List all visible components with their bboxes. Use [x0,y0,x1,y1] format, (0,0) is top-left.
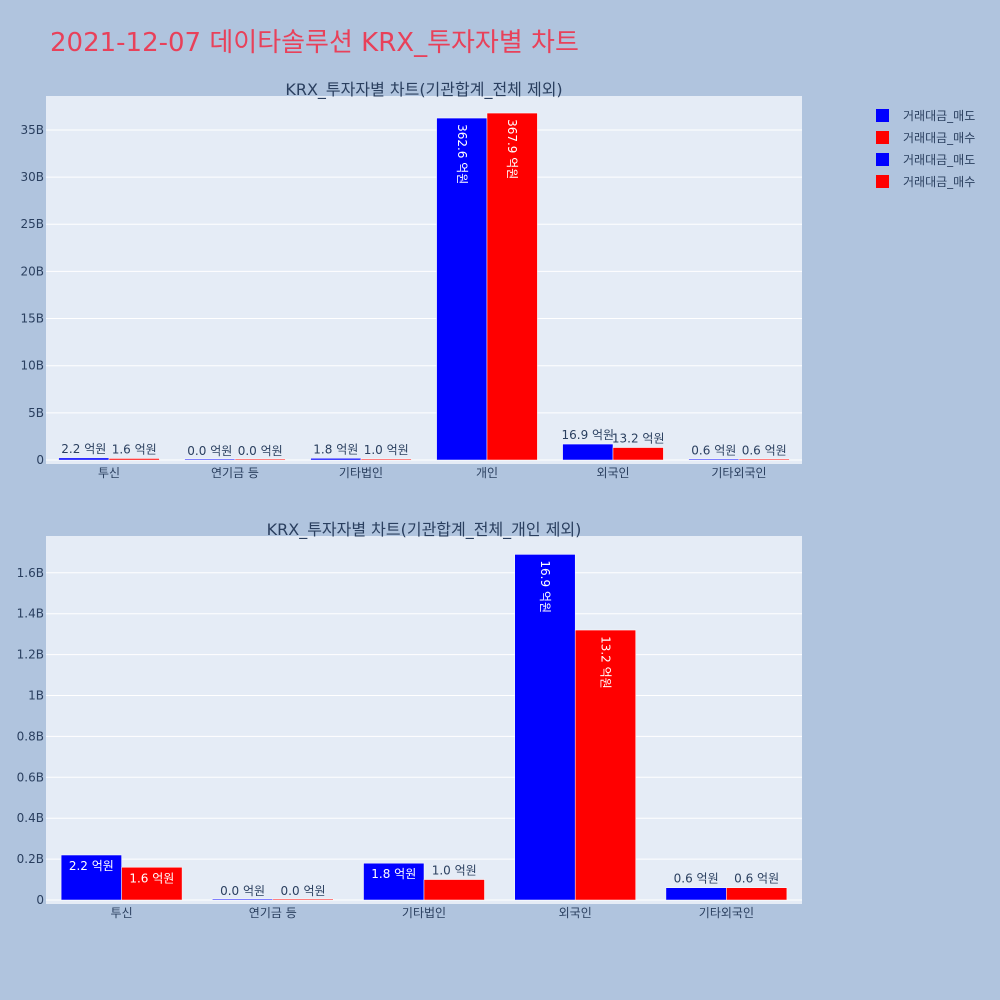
data-label: 0.6 억원 [691,443,736,457]
x-tick-label: 외국인 [559,906,592,920]
x-tick-label: 외국인 [596,466,629,480]
data-label: 2.2 억원 [61,442,106,456]
data-label: 0.0 억원 [238,444,283,458]
bar [58,457,110,461]
x-tick-label: 연기금 등 [211,466,259,480]
legend-swatch-icon [876,108,889,122]
data-label: 2.2 억원 [69,859,114,873]
y-tick-label: 10B [20,359,44,373]
bar [726,887,788,901]
data-label: 13.2 억원 [612,432,665,446]
bar [234,458,286,461]
legend-item[interactable]: 거래대금_매수 [872,126,975,148]
bar [574,629,636,901]
legend-swatch-icon [876,152,889,166]
y-tick-label: 0 [36,453,44,467]
bar [423,879,485,901]
x-tick-label: 기타법인 [339,466,383,480]
data-label: 16.9 억원 [561,428,614,442]
data-label: 367.9 억원 [505,119,519,179]
bar [272,898,334,901]
chart-title: KRX_투자자별 차트(기관합계_전체_개인 제외) [267,520,582,540]
y-tick-label: 1.2B [17,648,44,662]
legend-item[interactable]: 거래대금_매도 [872,104,975,126]
data-label: 0.0 억원 [281,884,326,898]
legend-label: 거래대금_매도 [903,152,976,167]
chart-title: KRX_투자자별 차트(기관합계_전체 제외) [285,80,562,100]
plot-area [46,96,802,464]
data-label: 362.6 억원 [455,124,469,184]
legend[interactable]: 거래대금_매도 거래대금_매수 거래대금_매도 거래대금_매수 [872,104,975,192]
legend-swatch-icon [876,174,889,188]
data-label: 1.6 억원 [129,871,174,885]
bar [363,862,425,901]
y-tick-label: 15B [20,312,44,326]
y-tick-label: 25B [20,217,44,231]
bar [436,117,488,461]
data-label: 0.6 억원 [674,872,719,886]
bar [738,458,790,461]
x-tick-label: 기타외국인 [711,466,766,480]
y-tick-label: 30B [20,170,44,184]
y-tick-label: 5B [28,406,44,420]
page-title: 2021-12-07 데이타솔루션 KRX_투자자별 차트 [50,28,579,58]
y-tick-label: 1B [28,689,44,703]
bar [360,458,412,461]
bar [60,854,122,901]
x-tick-label: 투신 [98,466,120,480]
bar [212,898,274,901]
bar [108,458,160,461]
bar [121,867,183,901]
x-tick-label: 투신 [111,906,133,920]
y-tick-label: 0 [36,893,44,907]
y-tick-label: 0.6B [17,770,44,784]
x-tick-label: 기타법인 [402,906,446,920]
data-label: 1.8 억원 [371,867,416,881]
legend-item[interactable]: 거래대금_매도 [872,148,975,170]
x-tick-label: 연기금 등 [249,906,297,920]
y-tick-label: 35B [20,123,44,137]
data-label: 1.0 억원 [364,443,409,457]
y-tick-label: 0.8B [17,729,44,743]
data-label: 0.6 억원 [742,443,787,457]
x-tick-label: 개인 [476,466,498,480]
bar [184,458,236,461]
bar [486,112,538,461]
legend-swatch-icon [876,130,889,144]
legend-label: 거래대금_매수 [903,130,976,145]
bar [612,447,664,461]
legend-label: 거래대금_매수 [903,174,976,189]
x-tick-label: 기타외국인 [699,906,754,920]
data-label: 1.6 억원 [112,442,157,456]
y-tick-label: 1.6B [17,566,44,580]
y-tick-label: 1.4B [17,607,44,621]
bar [514,554,576,901]
legend-label: 거래대금_매도 [903,108,976,123]
bar [665,887,727,901]
y-tick-label: 0.4B [17,811,44,825]
y-tick-label: 0.2B [17,852,44,866]
data-label: 0.0 억원 [187,444,232,458]
data-label: 0.0 억원 [220,884,265,898]
legend-item[interactable]: 거래대금_매수 [872,170,975,192]
data-label: 13.2 억원 [598,636,612,689]
bar [688,458,740,461]
data-label: 1.0 억원 [432,864,477,878]
data-label: 16.9 억원 [538,560,552,613]
y-tick-label: 20B [20,264,44,278]
data-label: 1.8 억원 [313,442,358,456]
plot-area [46,536,802,904]
bar [562,443,614,461]
bar [310,458,362,461]
data-label: 0.6 억원 [734,872,779,886]
